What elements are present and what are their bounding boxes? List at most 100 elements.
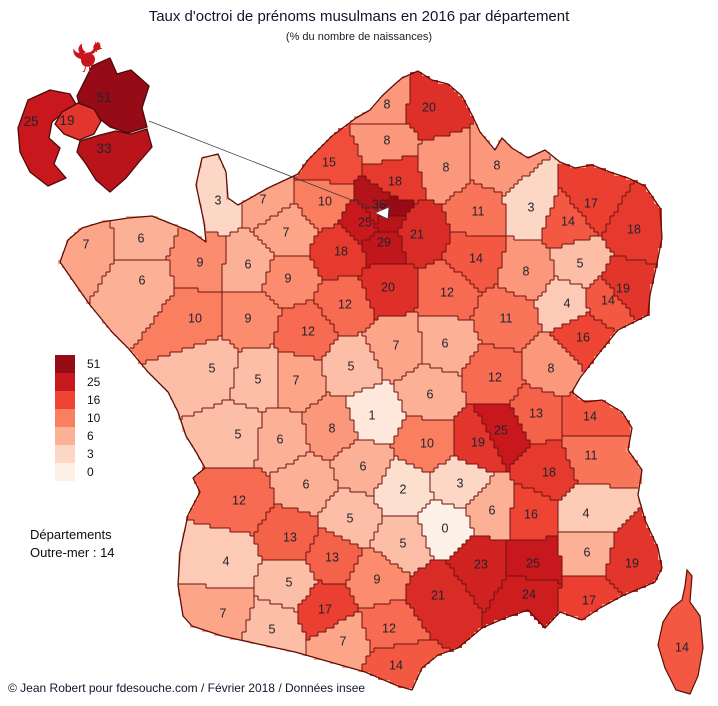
department-value-label: 13 — [325, 551, 339, 565]
department-value-label: 7 — [393, 339, 400, 353]
department-value-label: 5 — [209, 362, 216, 376]
france-outline — [59, 70, 663, 691]
department-region — [198, 156, 242, 236]
department-region — [242, 176, 294, 232]
department-value-label: 3 — [457, 477, 464, 491]
department-region — [442, 232, 506, 292]
department-region — [442, 180, 506, 236]
department-value-label: 6 — [303, 478, 310, 492]
department-region — [242, 596, 306, 656]
department-region — [222, 228, 274, 292]
department-value-label: 10 — [188, 312, 202, 326]
department-region — [602, 180, 662, 264]
department-value-label: 8 — [384, 134, 391, 148]
department-value-label: 8 — [548, 362, 555, 376]
legend-row: 25 — [55, 373, 100, 391]
department-region — [350, 124, 422, 164]
department-value-label: 21 — [410, 228, 424, 242]
department-value-label: 13 — [529, 407, 543, 421]
department-region — [550, 236, 614, 288]
department-value-label: 3 — [215, 194, 222, 208]
legend-value-label: 6 — [87, 429, 94, 443]
department-value-label: 11 — [585, 449, 598, 463]
department-value-label: 6 — [360, 460, 367, 474]
department-value-label: 1 — [369, 409, 376, 423]
department-region — [382, 196, 414, 216]
department-value-label: 7 — [283, 226, 290, 240]
department-value-label: 4 — [583, 507, 590, 521]
overseas-note-line1: Départements — [30, 527, 112, 542]
department-value-label: 24 — [522, 588, 536, 602]
department-value-label: 5 — [286, 576, 293, 590]
department-region — [406, 560, 482, 652]
department-region — [470, 124, 550, 196]
legend-swatch-51 — [55, 355, 75, 373]
department-region — [130, 288, 222, 364]
department-value-label: 9 — [285, 272, 292, 286]
department-value-label: 4 — [564, 297, 571, 311]
department-region — [166, 228, 226, 292]
department-value-label: 8 — [494, 159, 501, 173]
department-region — [330, 440, 394, 496]
department-value-label: 18 — [388, 175, 402, 189]
idf-inset: 25 19 51 33 — [17, 57, 153, 193]
department-region — [542, 188, 598, 248]
department-value-label: 12 — [488, 371, 502, 385]
department-region — [562, 392, 630, 436]
department-region — [338, 200, 378, 244]
department-region — [254, 504, 318, 560]
department-region — [482, 576, 562, 628]
department-value-label: 7 — [83, 238, 90, 252]
department-value-label: 6 — [139, 274, 146, 288]
map-mosaic — [58, 72, 662, 688]
department-value-label: 5 — [400, 537, 407, 551]
department-region — [602, 256, 658, 320]
department-region — [462, 344, 526, 404]
department-value-label: 11 — [472, 205, 485, 219]
department-region — [298, 580, 358, 640]
department-region — [306, 612, 370, 672]
department-value-label: 2 — [400, 483, 407, 497]
department-value-label: 25 — [526, 557, 540, 571]
department-value-label: 7 — [340, 635, 347, 649]
department-value-label: 14 — [675, 641, 689, 655]
department-region — [606, 508, 662, 596]
department-region — [230, 344, 278, 412]
department-region — [406, 72, 474, 140]
department-value-label: 14 — [583, 410, 597, 424]
department-region — [506, 536, 562, 584]
department-region — [470, 284, 542, 352]
department-value-label: 36 — [372, 198, 386, 212]
department-value-label: 10 — [420, 437, 434, 451]
department-region — [522, 332, 582, 396]
department-region — [398, 200, 450, 268]
map-legend: 51 25 16 10 6 3 0 — [55, 355, 100, 481]
legend-swatch-3 — [55, 445, 75, 463]
department-value-label: 13 — [283, 531, 297, 545]
department-region — [558, 484, 642, 532]
inset-value-label: 19 — [59, 113, 74, 128]
department-value-label: 12 — [232, 494, 246, 508]
department-value-label: 8 — [329, 422, 336, 436]
department-region — [294, 124, 362, 184]
legend-swatch-10 — [55, 409, 75, 427]
department-region — [182, 400, 262, 468]
legend-swatch-25 — [55, 373, 75, 391]
department-value-label: 12 — [382, 622, 396, 636]
department-region — [350, 76, 410, 124]
department-value-label: 14 — [389, 659, 403, 673]
inset-value-label: 25 — [23, 114, 38, 129]
department-region — [358, 264, 418, 320]
department-region — [302, 392, 358, 460]
department-value-label: 17 — [582, 594, 596, 608]
legend-swatch-6 — [55, 427, 75, 445]
inset-value-label: 33 — [96, 141, 111, 156]
department-region — [358, 600, 430, 652]
department-region — [498, 236, 554, 300]
legend-row: 6 — [55, 427, 100, 445]
department-region — [306, 528, 362, 584]
department-value-label: 18 — [334, 245, 348, 259]
department-region — [346, 548, 410, 608]
